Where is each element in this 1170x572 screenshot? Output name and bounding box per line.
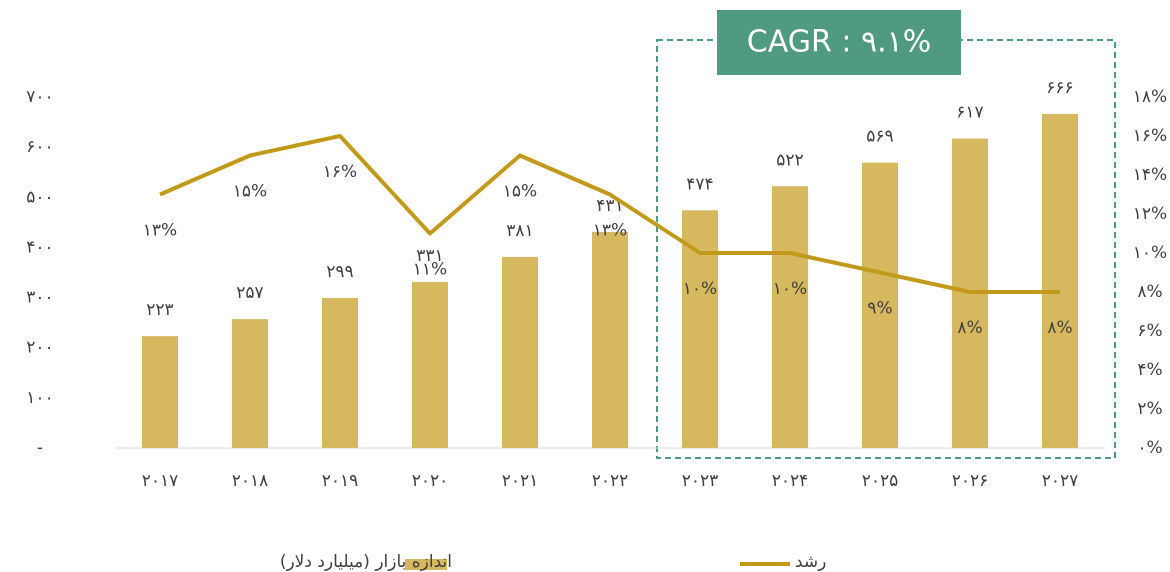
bar-value-label: ۳۳۱ [416,246,443,266]
bar-value-label: ۵۲۲ [776,150,803,170]
legend-label: رشد [795,552,826,572]
x-tick-label: ۲۰۱۸ [232,471,269,491]
x-tick-label: ۲۰۲۶ [952,471,989,491]
bar [772,186,808,449]
y-tick-label: ۷۰۰ [26,87,53,107]
y2-tick-label: ۴% [1137,360,1162,380]
line-value-label: ۱۶% [323,162,357,182]
legend-label: اندازه بازار (میلیارد دلار) [280,552,452,572]
bar-value-label: ۲۲۳ [146,300,173,320]
bar-value-label: ۵۶۹ [866,127,893,147]
bar [862,162,898,449]
bar [412,282,448,448]
annotation: CAGR : ۹.۱% [747,25,931,60]
y-tick-label: - [37,438,43,458]
line-value-label: ۱۰% [683,279,717,299]
x-tick-label: ۲۰۲۲ [592,471,629,491]
y-tick-label: ۱۰۰ [26,388,53,408]
line-value-label: ۱۳% [593,221,627,241]
annotation-box [717,10,961,75]
bar [502,256,538,448]
y2-tick-label: ۲% [1137,399,1162,419]
line-value-label: ۹% [867,299,892,319]
bar [1042,114,1078,448]
y2-tick-label: ۱۲% [1133,204,1167,224]
bar-value-label: ۳۸۱ [506,221,533,241]
x-tick-label: ۲۰۲۰ [412,471,449,491]
y-tick-label: ۳۰۰ [26,288,53,308]
y-tick-label: ۵۰۰ [26,187,53,207]
bar [232,319,268,448]
x-tick-label: ۲۰۲۴ [772,471,809,491]
bar [592,231,628,448]
line-value-label: ۱۵% [233,182,267,202]
bar-value-label: ۶۱۷ [956,103,983,123]
y2-tick-label: ۱۴% [1133,165,1167,185]
y-tick-label: ۴۰۰ [26,237,53,257]
x-tick-label: ۲۰۱۷ [142,471,179,491]
bar [322,298,358,448]
y2-tick-label: ۶% [1137,321,1162,341]
y2-tick-label: ۰% [1137,438,1162,458]
line-value-label: ۱۵% [503,182,537,202]
y2-tick-label: ۸% [1137,282,1162,302]
line [159,134,1060,294]
bar-value-label: ۴۷۴ [686,174,713,194]
y-tick-label: ۶۰۰ [26,137,53,157]
bar-value-label: ۶۶۶ [1046,78,1073,98]
bar [142,336,178,448]
forecast-box [656,39,1116,459]
line-value-label: ۸% [957,318,982,338]
y2-tick-label: ۱۰% [1133,243,1167,263]
legend-swatch [405,559,447,570]
bar-value-label: ۲۵۷ [236,283,263,303]
x-tick-label: ۲۰۲۳ [682,471,719,491]
x-tick-label: ۲۰۲۱ [502,471,539,491]
line-value-label: ۸% [1047,318,1072,338]
x-tick-label: ۲۰۲۷ [1042,471,1079,491]
line-value-label: ۱۱% [413,260,447,280]
line-value-label: ۱۳% [143,221,177,241]
bar [682,210,718,448]
x-tick-label: ۲۰۱۹ [322,471,359,491]
y2-tick-label: ۱۸% [1133,87,1167,107]
y2-tick-label: ۱۶% [1133,126,1167,146]
bar-value-label: ۲۹۹ [326,262,353,282]
line-value-label: ۱۰% [773,279,807,299]
y-tick-label: ۲۰۰ [26,338,53,358]
x-tick-label: ۲۰۲۵ [862,471,899,491]
